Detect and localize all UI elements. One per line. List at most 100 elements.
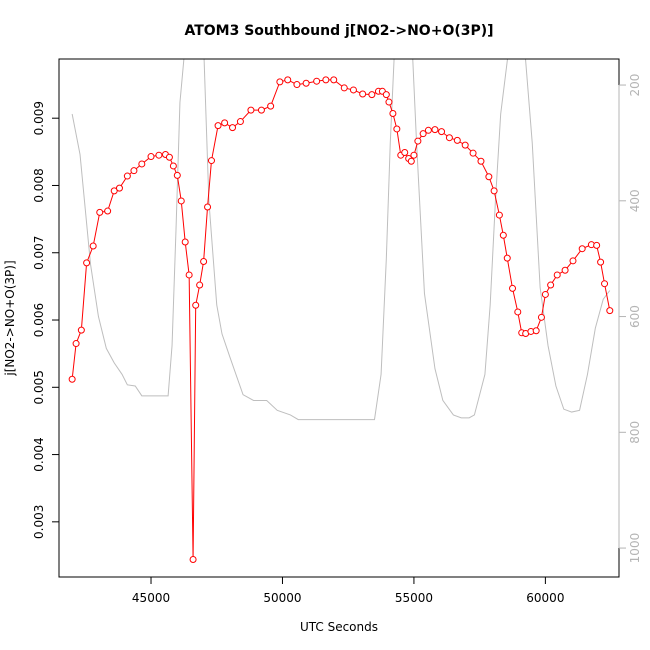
- data-point: [597, 258, 605, 266]
- data-point: [514, 308, 522, 316]
- data-point: [68, 375, 76, 383]
- data-point: [181, 238, 189, 246]
- data-point: [267, 102, 275, 110]
- y-tick-label: 0.004: [32, 437, 46, 471]
- data-point: [96, 208, 104, 216]
- data-point: [115, 184, 123, 192]
- data-point: [221, 119, 229, 127]
- data-point: [561, 266, 569, 274]
- y-axis-label: j[NO2->NO+O(3P)]: [3, 260, 17, 376]
- data-point: [185, 271, 193, 279]
- data-point: [499, 231, 507, 239]
- y-tick-label: 0.003: [32, 505, 46, 539]
- y-tick-label: 0.007: [32, 236, 46, 270]
- data-point: [196, 281, 204, 289]
- x-tick-label: 45000: [132, 591, 170, 605]
- data-point: [601, 280, 609, 288]
- data-point: [214, 122, 222, 130]
- data-point: [606, 307, 614, 315]
- right-axis: 200 400 600 800 1000: [618, 74, 642, 564]
- data-point: [490, 187, 498, 195]
- data-point: [385, 98, 393, 106]
- data-point: [147, 153, 155, 161]
- data-point: [547, 281, 555, 289]
- data-point: [313, 77, 321, 85]
- data-point: [553, 271, 561, 279]
- data-point: [407, 157, 415, 165]
- data-point: [410, 151, 418, 159]
- data-point: [247, 106, 255, 114]
- data-point: [532, 327, 540, 335]
- data-point: [284, 76, 292, 84]
- data-point: [165, 153, 173, 161]
- data-point: [340, 84, 348, 92]
- primary-series: [68, 76, 614, 564]
- data-point: [138, 160, 146, 168]
- data-point: [424, 126, 432, 134]
- y-tick-label: 0.005: [32, 370, 46, 404]
- data-point: [438, 128, 446, 136]
- x-tick-label: 55000: [395, 591, 433, 605]
- right-tick-label: 200: [628, 74, 642, 97]
- right-tick-label: 800: [628, 421, 642, 444]
- chart-title: ATOM3 Southbound j[NO2->NO+O(3P)]: [184, 23, 493, 39]
- right-tick-label: 600: [628, 305, 642, 328]
- data-point: [578, 245, 586, 253]
- data-point: [83, 259, 91, 267]
- data-point: [192, 301, 200, 309]
- data-point: [130, 167, 138, 175]
- data-point: [431, 126, 439, 134]
- data-point: [110, 187, 118, 195]
- x-axis: 45000 50000 55000 60000: [132, 576, 564, 605]
- data-point: [389, 109, 397, 117]
- data-point: [207, 157, 215, 165]
- data-point: [453, 136, 461, 144]
- x-axis-label: UTC Seconds: [300, 620, 378, 634]
- data-point: [368, 91, 376, 99]
- data-point: [419, 130, 427, 138]
- data-point: [569, 257, 577, 265]
- data-point: [200, 257, 208, 265]
- right-tick-label: 400: [628, 189, 642, 212]
- y-tick-label: 0.006: [32, 303, 46, 337]
- data-point: [173, 171, 181, 179]
- data-point: [509, 284, 517, 292]
- data-point: [204, 203, 212, 211]
- data-point: [401, 149, 409, 157]
- data-point: [445, 134, 453, 142]
- data-point: [104, 207, 112, 215]
- right-tick-label: 1000: [628, 533, 642, 564]
- data-point: [382, 91, 390, 99]
- data-point: [537, 313, 545, 321]
- data-point: [177, 197, 185, 205]
- data-point: [123, 172, 131, 180]
- data-point: [293, 81, 301, 89]
- data-point: [77, 326, 85, 334]
- data-point: [495, 211, 503, 219]
- data-point: [393, 125, 401, 133]
- data-point: [359, 90, 367, 98]
- data-point: [276, 78, 284, 86]
- data-point: [469, 149, 477, 157]
- data-point: [189, 556, 197, 564]
- y-axis: 0.003 0.004 0.005 0.006 0.007 0.008 0.009: [32, 101, 60, 539]
- data-point: [322, 76, 330, 84]
- secondary-series: [71, 59, 611, 421]
- data-point: [593, 241, 601, 249]
- data-point: [330, 76, 338, 84]
- data-point: [89, 242, 97, 250]
- data-point: [349, 86, 357, 94]
- data-point: [461, 141, 469, 149]
- data-point: [477, 157, 485, 165]
- data-point: [72, 340, 80, 348]
- data-point: [236, 118, 244, 126]
- data-point: [302, 79, 310, 87]
- data-point: [155, 151, 163, 159]
- x-tick-label: 50000: [263, 591, 301, 605]
- data-point: [414, 137, 422, 145]
- y-tick-label: 0.008: [32, 168, 46, 202]
- data-point: [541, 290, 549, 298]
- data-point: [169, 162, 177, 170]
